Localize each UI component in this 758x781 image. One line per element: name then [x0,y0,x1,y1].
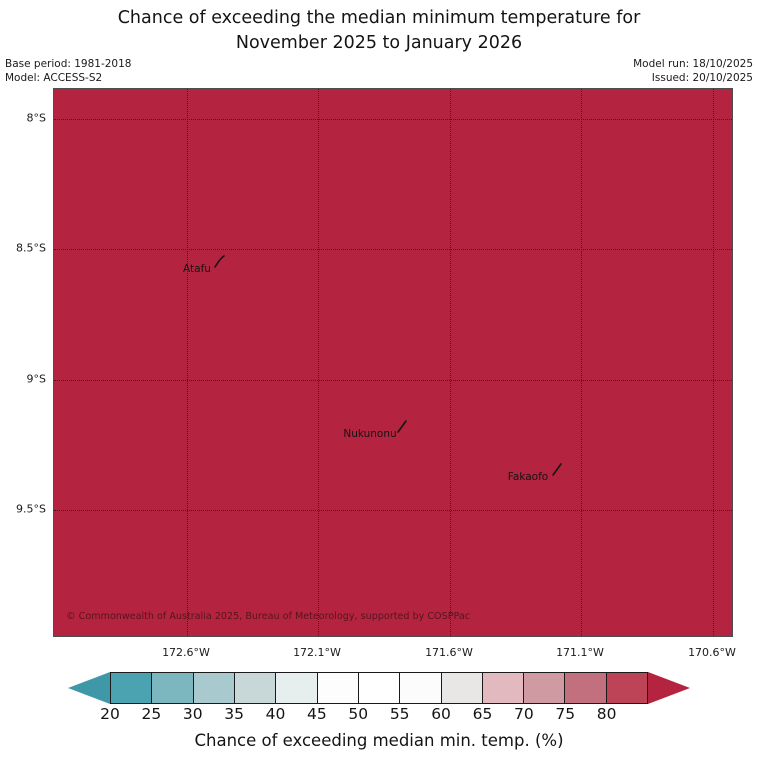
colorbar-tick-20: 20 [100,705,120,723]
colorbar-tick-60: 60 [431,705,451,723]
longitude-tick-1: 172.1°W [293,646,341,659]
metadata-right: Model run: 18/10/2025 Issued: 20/10/2025 [633,57,753,85]
colorbar-tick-labels: 20 25 30 35 40 45 50 55 60 65 70 75 80 [68,705,690,729]
map-plot-area: Atafu Nukunonu Fakaofo © Commonwealth of A… [53,88,733,637]
atoll-outline-nukunonu [397,420,407,433]
island-label-nukunonu: Nukunonu [343,428,397,440]
longitude-tick-2: 171.6°W [425,646,473,659]
longitude-tick-4: 170.6°W [688,646,736,659]
gridline-vertical-2 [450,89,451,636]
model-text: Model: ACCESS-S2 [5,72,103,84]
gridline-vertical-0 [187,89,188,636]
latitude-axis-labels: 8°S 8.5°S 9°S 9.5°S [0,0,46,781]
gridline-horizontal-2 [54,380,732,381]
longitude-axis-labels: 172.6°W 172.1°W 171.6°W 171.1°W 170.6°W [0,646,758,664]
colorbar-segment-10 [524,673,566,703]
latitude-tick-1: 8.5°S [16,241,46,255]
page-title: Chance of exceeding the median minimum t… [0,6,758,56]
colorbar-tick-45: 45 [307,705,327,723]
island-label-fakaofo: Fakaofo [507,471,549,483]
longitude-tick-0: 172.6°W [162,646,210,659]
latitude-tick-2: 9°S [26,372,46,386]
colorbar-tick-30: 30 [182,705,203,723]
colorbar-tick-55: 55 [389,705,410,723]
atoll-outline-fakaofo [552,463,562,476]
colorbar-segment-6 [358,673,401,703]
title-line-1: Chance of exceeding the median minimum t… [117,8,641,28]
colorbar-tick-75: 75 [555,705,576,723]
gridline-horizontal-1 [54,249,732,250]
island-label-atafu: Atafu [183,263,211,275]
colorbar-tick-65: 65 [472,705,493,723]
gridline-vertical-3 [581,89,582,636]
colorbar-segment-11 [565,673,607,703]
colorbar-over-cap [648,672,690,704]
latitude-tick-0: 8°S [26,111,46,125]
colorbar: 20 25 30 35 40 45 50 55 60 65 70 75 80 Chance of exc… [0,672,758,781]
gridline-horizontal-3 [54,510,732,511]
colorbar-segment-2 [193,673,235,703]
colorbar-segment-0 [111,673,153,703]
colorbar-under-cap [68,672,110,704]
colorbar-title: Chance of exceeding median min. temp. (%… [194,731,564,750]
title-line-2: November 2025 to January 2026 [235,33,523,53]
colorbar-segment-12 [606,673,648,703]
colorbar-tick-25: 25 [141,705,162,723]
longitude-tick-3: 171.1°W [556,646,604,659]
latitude-tick-3: 9.5°S [16,502,46,516]
colorbar-segment-5 [317,673,359,703]
gridline-horizontal-0 [54,119,732,120]
colorbar-tick-40: 40 [265,705,286,723]
atoll-outline-atafu [214,255,225,268]
gridline-vertical-4 [713,89,714,636]
colorbar-tick-80: 80 [596,705,617,723]
colorbar-segments [110,672,648,704]
copyright-text: © Commonwealth of Australia 2025, Bureau… [66,611,470,622]
colorbar-segment-3 [234,673,277,703]
colorbar-tick-50: 50 [348,705,369,723]
colorbar-segment-9 [482,673,525,703]
colorbar-segment-8 [441,673,483,703]
colorbar-tick-70: 70 [513,705,534,723]
model-run-text: Model run: 18/10/2025 [633,58,753,70]
colorbar-tick-35: 35 [224,705,245,723]
colorbar-strip [68,672,690,704]
colorbar-segment-4 [276,673,318,703]
gridline-vertical-1 [318,89,319,636]
colorbar-segment-7 [400,673,442,703]
issued-text: Issued: 20/10/2025 [651,72,753,84]
metadata-left: Base period: 1981-2018 Model: ACCESS-S2 [5,57,131,85]
colorbar-segment-1 [152,673,194,703]
base-period-text: Base period: 1981-2018 [5,58,132,70]
